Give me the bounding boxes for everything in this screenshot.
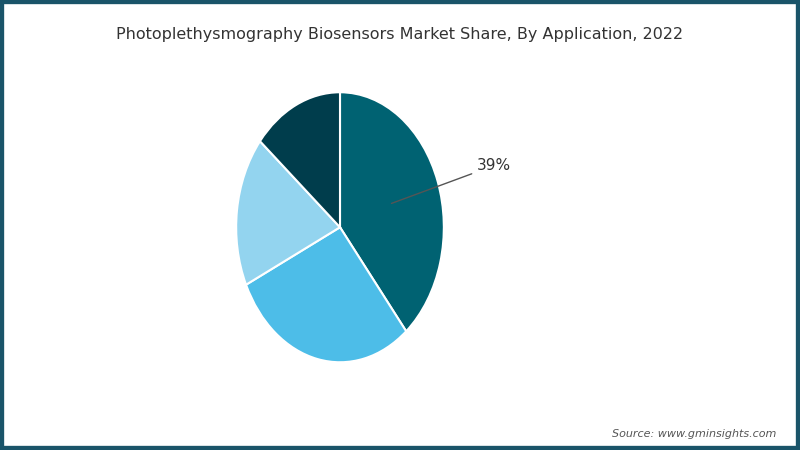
Wedge shape	[340, 92, 444, 331]
Wedge shape	[246, 227, 406, 362]
Text: Photoplethysmography Biosensors Market Share, By Application, 2022: Photoplethysmography Biosensors Market S…	[117, 27, 683, 42]
Text: 39%: 39%	[391, 158, 511, 203]
Wedge shape	[260, 92, 340, 227]
Text: Source: www.gminsights.com: Source: www.gminsights.com	[612, 429, 776, 439]
Wedge shape	[236, 141, 340, 285]
